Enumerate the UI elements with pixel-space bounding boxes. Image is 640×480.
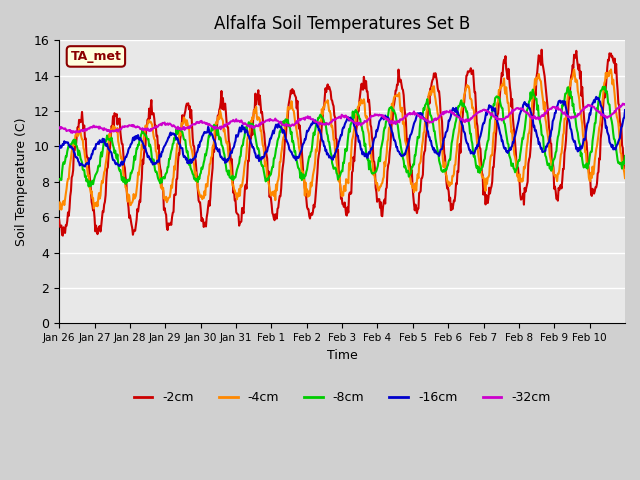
Title: Alfalfa Soil Temperatures Set B: Alfalfa Soil Temperatures Set B <box>214 15 470 33</box>
Text: TA_met: TA_met <box>70 50 122 63</box>
X-axis label: Time: Time <box>326 348 358 362</box>
Y-axis label: Soil Temperature (C): Soil Temperature (C) <box>15 118 28 246</box>
Legend: -2cm, -4cm, -8cm, -16cm, -32cm: -2cm, -4cm, -8cm, -16cm, -32cm <box>129 386 556 409</box>
